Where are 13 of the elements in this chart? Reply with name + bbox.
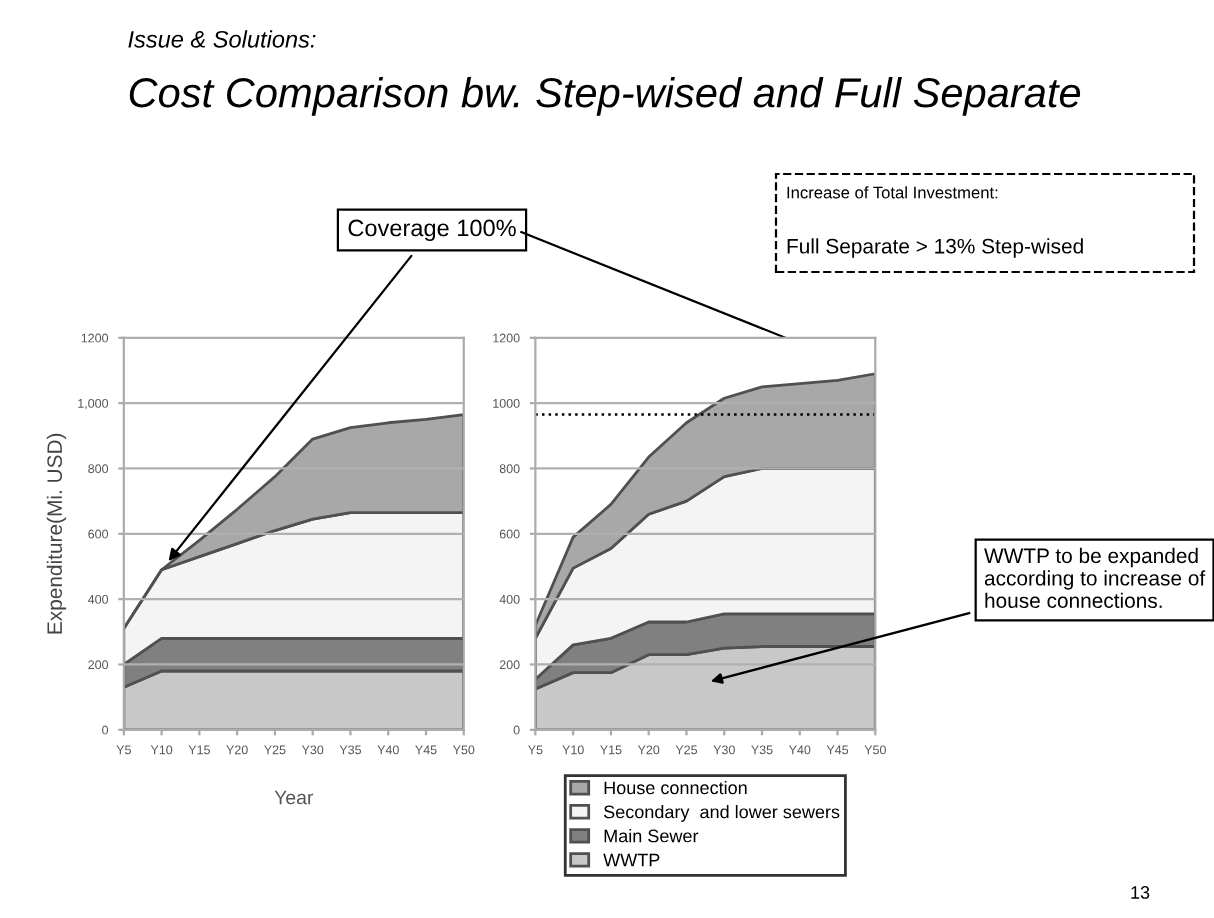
annotation: Coverage 100% bbox=[348, 219, 516, 241]
legend-label: WWTP bbox=[603, 853, 660, 867]
chart-subtitle: Issue & Solutions: bbox=[128, 30, 316, 48]
legend-label: Secondary and lower sewers bbox=[603, 805, 840, 822]
text: Cost Comparison bw. Step-wised and Full Separate bbox=[129, 76, 1081, 116]
text: Full Separate > 13% Step-wised bbox=[787, 238, 1083, 258]
y-axis-title: Expenditure(Mi. USD) bbox=[46, 433, 67, 634]
legend-label: House connection bbox=[604, 780, 747, 795]
legend-label: Main Sewer bbox=[604, 829, 699, 843]
text: 13 bbox=[1131, 886, 1150, 899]
x-axis-title: Year bbox=[274, 790, 314, 805]
text: Increase of Total Investment: bbox=[787, 186, 998, 199]
text: WWTP to be expanded according to increase of house connections. bbox=[984, 547, 1206, 609]
